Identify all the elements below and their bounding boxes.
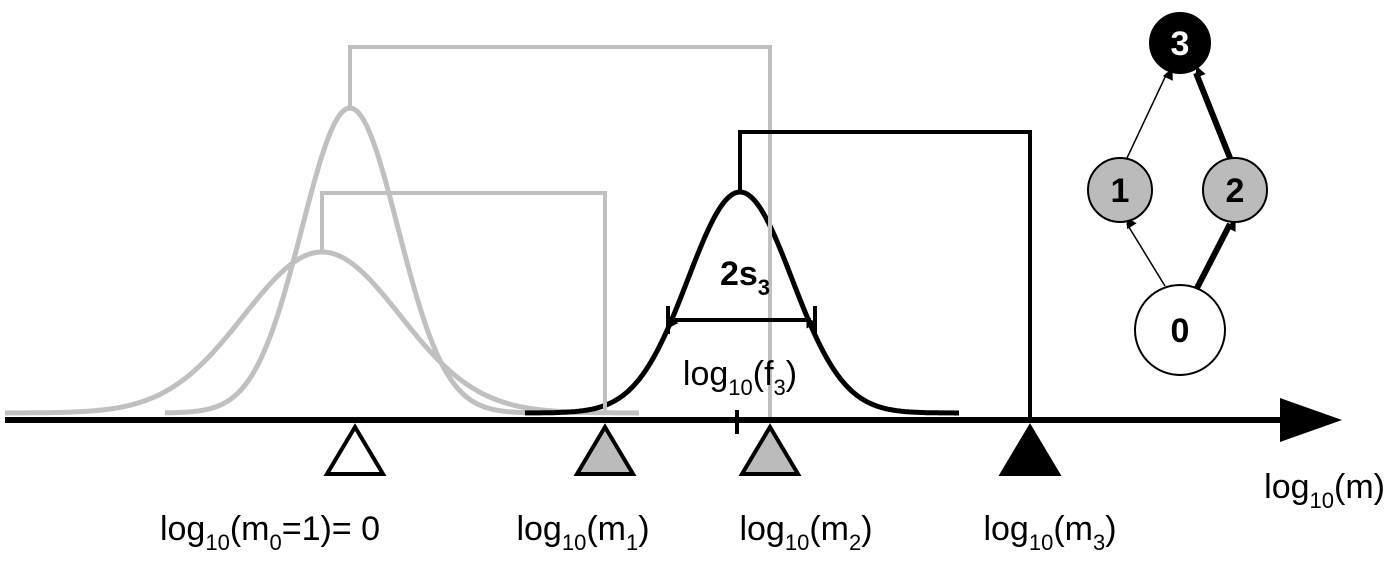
text-part: log <box>1264 468 1309 506</box>
edge <box>1193 65 1233 160</box>
text-part: ) <box>786 355 797 393</box>
text-part: (m <box>586 510 626 548</box>
bracket <box>738 130 1032 420</box>
text-part: (m <box>1053 510 1093 548</box>
subscript: 10 <box>785 530 809 555</box>
bracket <box>348 45 772 420</box>
subscript: 3 <box>774 375 786 400</box>
subscript: 10 <box>1029 530 1053 555</box>
subscript: 3 <box>758 275 770 300</box>
node-label: 2 <box>1226 172 1245 210</box>
bracket <box>320 191 607 413</box>
subscript: 10 <box>562 530 586 555</box>
distribution-curve <box>165 105 540 416</box>
text-part: log <box>983 510 1028 548</box>
marker-triangle <box>738 423 802 476</box>
text-part: 2s <box>720 255 758 293</box>
text-part: (m) <box>1334 468 1385 506</box>
curves <box>5 105 959 416</box>
distribution-curve <box>524 189 959 416</box>
text-part: (m <box>230 510 270 548</box>
node <box>1087 157 1153 223</box>
text-part: log <box>160 510 205 548</box>
edge <box>1126 216 1166 287</box>
text-part: (f <box>753 355 774 393</box>
axis-label: log10(m) <box>1264 468 1385 513</box>
node-label: 1 <box>1111 172 1130 210</box>
subscript: 10 <box>728 375 752 400</box>
marker-triangle <box>573 423 637 476</box>
node <box>1149 12 1211 74</box>
edge <box>1194 219 1236 290</box>
node-label: 0 <box>1171 312 1190 350</box>
marker-label: log10(m0=1)= 0 <box>160 510 380 555</box>
subscript: 1 <box>626 530 638 555</box>
subscript: 10 <box>205 530 229 555</box>
text-part: log <box>516 510 561 548</box>
subscript: 0 <box>269 530 281 555</box>
marker-label: log10(m3) <box>983 510 1116 555</box>
node <box>1202 157 1268 223</box>
marker-label: log10(m2) <box>739 510 872 555</box>
text-part: =1)= 0 <box>282 510 380 548</box>
marker-triangle <box>998 423 1062 476</box>
width-label: 2s3 <box>720 255 770 300</box>
edge <box>1126 68 1173 159</box>
marker-label: log10(m1) <box>516 510 649 555</box>
text-part: ) <box>638 510 649 548</box>
node-label: 3 <box>1171 25 1190 63</box>
subscript: 3 <box>1093 530 1105 555</box>
axis-arrow <box>1280 398 1342 442</box>
text-part: ) <box>1105 510 1116 548</box>
text-part: log <box>683 355 728 393</box>
subscript: 10 <box>1310 488 1334 513</box>
text-part: ) <box>861 510 872 548</box>
subscript: 2 <box>849 530 861 555</box>
node <box>1134 284 1226 376</box>
marker-triangle <box>323 423 387 476</box>
distribution-curve <box>5 249 639 416</box>
f-label: log10(f3) <box>683 355 797 400</box>
text-part: log <box>739 510 784 548</box>
text-part: (m <box>809 510 849 548</box>
